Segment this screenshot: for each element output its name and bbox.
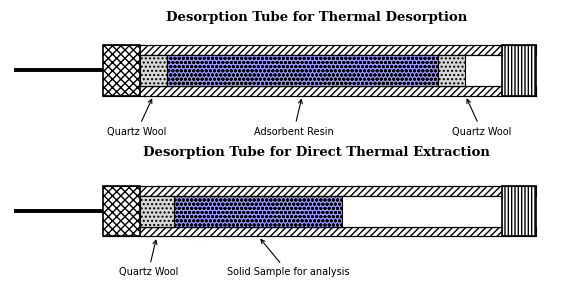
Text: Solid Sample for analysis: Solid Sample for analysis [227, 239, 349, 277]
Bar [103, 45, 140, 96]
Text: Quartz Wool: Quartz Wool [107, 99, 166, 137]
Bar [140, 195, 502, 226]
Bar [140, 195, 174, 226]
Text: Desorption Tube for Thermal Desorption: Desorption Tube for Thermal Desorption [166, 11, 467, 24]
Text: Adsorbent Resin: Adsorbent Resin [254, 100, 334, 137]
Text: Quartz Wool: Quartz Wool [119, 240, 178, 277]
Bar [103, 45, 536, 55]
Bar [167, 55, 438, 86]
Text: Desorption Tube for Direct Thermal Extraction: Desorption Tube for Direct Thermal Extra… [143, 146, 490, 159]
Bar [140, 55, 167, 86]
Bar [103, 226, 536, 236]
Bar [103, 186, 140, 236]
Bar [174, 195, 342, 226]
Bar [502, 186, 536, 236]
Bar [103, 86, 536, 96]
Bar [103, 186, 536, 195]
Bar [502, 45, 536, 96]
Bar [140, 55, 502, 86]
Bar [438, 55, 465, 86]
Text: Quartz Wool: Quartz Wool [452, 99, 511, 137]
